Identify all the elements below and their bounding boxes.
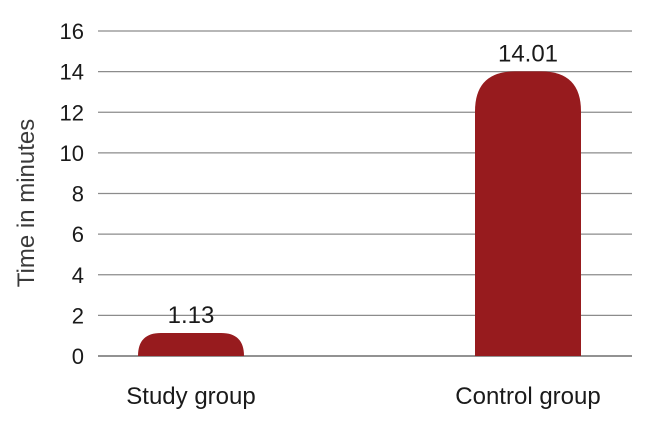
data-label: 14.01	[498, 40, 558, 67]
value-labels: 1.13 14.01	[168, 40, 558, 329]
bars	[138, 71, 581, 356]
category-label: Control group	[455, 383, 600, 410]
y-tick-label: 16	[60, 19, 84, 44]
y-axis-ticks: 0 2 4 6 8 10 12 14 16	[60, 19, 84, 369]
y-tick-label: 8	[72, 182, 84, 207]
y-axis-title: Time in minutes	[13, 119, 40, 288]
y-tick-label: 10	[60, 141, 84, 166]
category-labels: Study group Control group	[126, 383, 600, 410]
y-tick-label: 4	[72, 263, 84, 288]
gridlines	[98, 30, 632, 357]
category-label: Study group	[126, 383, 255, 410]
y-tick-label: 12	[60, 100, 84, 125]
bar-study-group	[138, 333, 244, 356]
y-tick-label: 14	[60, 60, 84, 85]
y-tick-label: 0	[72, 344, 84, 369]
data-label: 1.13	[168, 302, 215, 329]
bar-control-group	[475, 71, 581, 356]
y-tick-label: 2	[72, 303, 84, 328]
y-tick-label: 6	[72, 222, 84, 247]
